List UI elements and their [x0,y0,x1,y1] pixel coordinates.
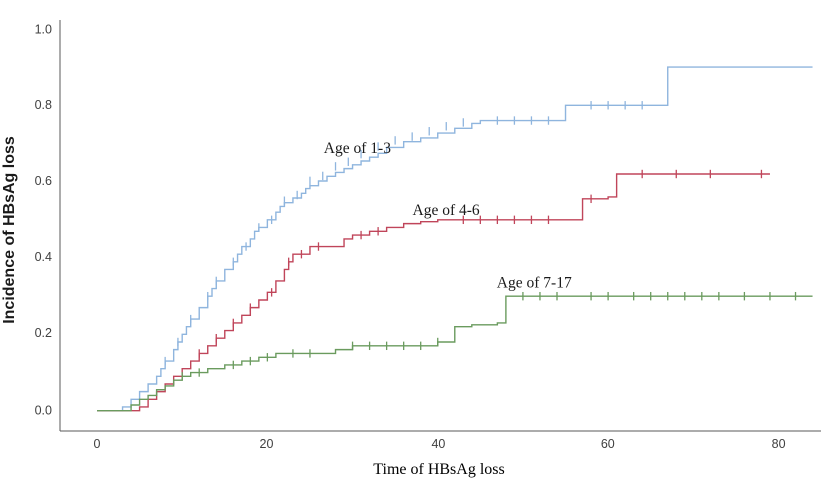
svg-text:0.8: 0.8 [35,98,52,112]
svg-text:0.6: 0.6 [35,174,52,188]
svg-text:20: 20 [260,437,274,451]
svg-text:80: 80 [772,437,786,451]
svg-text:0.2: 0.2 [35,326,52,340]
svg-text:0.0: 0.0 [35,404,52,418]
svg-text:1.0: 1.0 [35,23,52,37]
svg-text:0: 0 [94,437,101,451]
svg-text:60: 60 [601,437,615,451]
svg-text:0.4: 0.4 [35,250,52,264]
svg-text:40: 40 [431,437,445,451]
svg-text:Age of 4-6: Age of 4-6 [413,202,480,219]
svg-text:Incidence of HBsAg loss: Incidence of HBsAg loss [1,136,18,324]
svg-text:Time of HBsAg loss: Time of HBsAg loss [373,461,504,478]
svg-text:Age of 7-17: Age of 7-17 [497,275,572,292]
svg-text:Age of 1-3: Age of 1-3 [324,140,391,157]
